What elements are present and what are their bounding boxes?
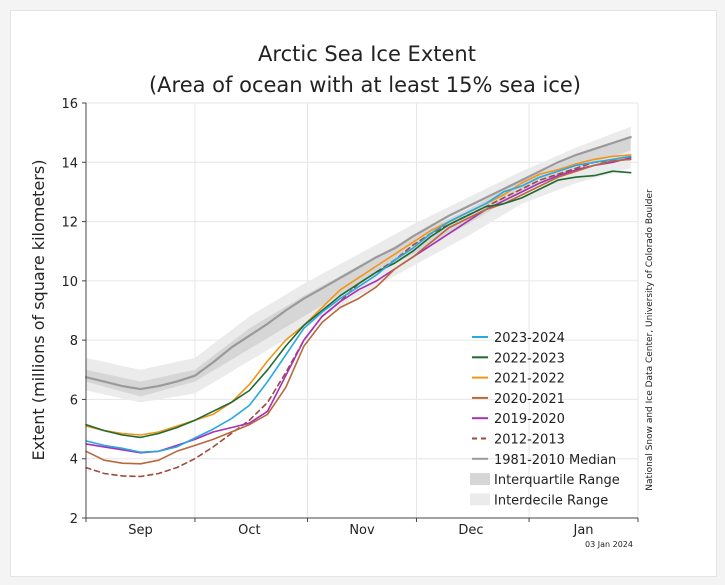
x-tick-label: Jan: [573, 523, 594, 538]
y-tick-label: 16: [61, 97, 78, 112]
legend-swatch: [470, 493, 490, 506]
legend-label: 1981-2010 Median: [494, 453, 616, 468]
legend-label: 2022-2023: [494, 351, 565, 366]
date-stamp: 03 Jan 2024: [585, 540, 633, 549]
series-line-2021-2022: [85, 154, 632, 436]
y-tick-label: 2: [70, 512, 78, 527]
series-line-1981-2010-median: [84, 136, 632, 391]
legend-label: Interdecile Range: [494, 493, 608, 508]
y-axis-label: Extent (millions of square kilometers): [29, 160, 48, 461]
series-line-2019-2020: [85, 157, 632, 454]
chart-subtitle: (Area of ocean with at least 15% sea ice…: [149, 73, 581, 97]
series-line-2020-2021: [85, 158, 632, 465]
x-tick-label: Dec: [458, 523, 483, 538]
x-tick-label: Sep: [128, 523, 153, 538]
legend-label: 2019-2020: [494, 412, 565, 427]
legend-label: 2023-2024: [494, 331, 565, 346]
y-tick-label: 14: [61, 156, 78, 171]
plot-area: 2 4 6 8 10 12 14 16 Sep Oct Nov Dec Jan 2023-2024 2022…: [61, 97, 639, 538]
credit-text: National Snow and Ice Data Center, Unive…: [645, 189, 655, 491]
x-tick-label: Nov: [349, 523, 375, 538]
series-line-2022-2023: [85, 170, 632, 439]
y-tick-label: 4: [70, 453, 78, 468]
y-tick-label: 8: [70, 334, 78, 349]
chart-title: Arctic Sea Ice Extent: [258, 42, 476, 66]
y-tick-label: 10: [61, 275, 78, 290]
y-tick-label: 12: [61, 216, 78, 231]
legend-swatch: [470, 473, 490, 486]
legend-label: Interquartile Range: [494, 473, 620, 488]
y-tick-label: 6: [70, 393, 78, 408]
series-line-2023-2024: [85, 155, 632, 453]
legend-label: 2020-2021: [494, 392, 565, 407]
legend-label: 2021-2022: [494, 372, 565, 387]
x-tick-label: Oct: [238, 523, 260, 538]
interquartile-range-band: [86, 135, 631, 397]
legend-label: 2012-2013: [494, 433, 565, 448]
chart-frame: [10, 10, 717, 577]
